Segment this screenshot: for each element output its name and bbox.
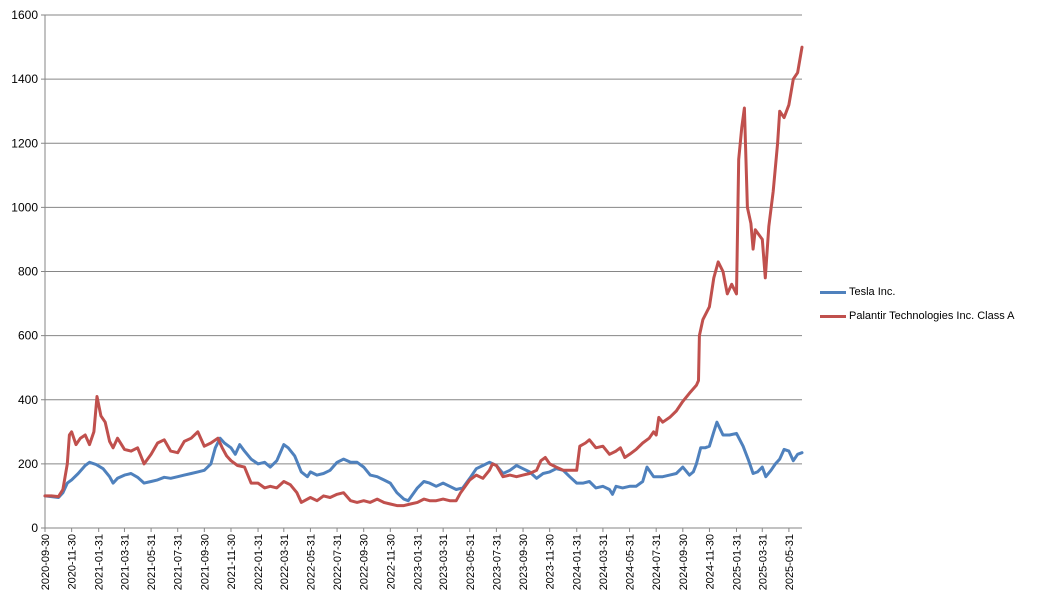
x-tick-label: 2021-09-30 [199, 534, 211, 590]
x-tick-label: 2024-07-31 [651, 534, 663, 590]
x-tick-label: 2022-03-31 [279, 534, 291, 590]
y-tick-label: 1200 [11, 136, 38, 150]
x-tick-label: 2021-05-31 [146, 534, 158, 590]
x-tick-label: 2023-07-31 [491, 534, 503, 590]
x-tick-label: 2024-01-31 [572, 534, 584, 590]
legend-label-tesla: Tesla Inc. [849, 286, 896, 298]
y-tick-label: 0 [31, 521, 38, 535]
y-tick-label: 1400 [11, 72, 38, 86]
x-tick-label: 2025-05-31 [784, 534, 796, 590]
y-tick-label: 1000 [11, 200, 38, 214]
y-axis-ticks: 0 200 400 600 800 1000 1200 1400 1600 [11, 8, 45, 535]
x-tick-label: 2023-09-30 [518, 534, 530, 590]
x-tick-label: 2024-11-30 [704, 534, 716, 589]
x-tick-label: 2023-05-31 [465, 534, 477, 590]
x-tick-label: 2025-01-31 [732, 534, 744, 590]
y-tick-label: 400 [18, 393, 38, 407]
x-tick-label: 2022-05-31 [305, 534, 317, 590]
legend-swatch-palantir [820, 314, 846, 318]
x-tick-label: 2024-03-31 [598, 534, 610, 590]
legend-item-tesla: Tesla Inc. [820, 284, 1015, 300]
x-tick-label: 2023-01-31 [412, 534, 424, 590]
legend-item-palantir: Palantir Technologies Inc. Class A [820, 308, 1015, 324]
x-tick-label: 2023-11-30 [545, 534, 557, 589]
series-line-1 [43, 45, 804, 508]
x-tick-label: 2024-05-31 [625, 534, 637, 590]
x-tick-label: 2022-01-31 [253, 534, 265, 590]
x-axis-ticks: 2020-09-30 2020-11-30 2021-01-31 2021-03-31… [40, 528, 796, 590]
gridlines [45, 14, 802, 465]
x-tick-label: 2024-09-30 [678, 534, 690, 590]
x-tick-label: 2021-01-31 [94, 534, 106, 590]
y-tick-label: 800 [18, 265, 38, 279]
x-tick-label: 2021-11-30 [226, 534, 238, 589]
x-tick-label: 2021-07-31 [173, 534, 185, 590]
y-tick-label: 600 [18, 329, 38, 343]
x-tick-label: 2020-11-30 [67, 534, 79, 589]
y-tick-label: 1600 [11, 8, 38, 22]
legend-label-palantir: Palantir Technologies Inc. Class A [849, 310, 1015, 322]
axes [44, 15, 802, 529]
x-tick-label: 2020-09-30 [40, 534, 52, 590]
x-tick-label: 2023-03-31 [438, 534, 450, 590]
x-tick-label: 2022-09-30 [359, 534, 371, 590]
x-tick-label: 2022-07-31 [332, 534, 344, 590]
x-tick-label: 2025-03-31 [757, 534, 769, 590]
series-lines [43, 45, 804, 508]
x-tick-label: 2022-11-30 [385, 534, 397, 589]
legend: Tesla Inc. Palantir Technologies Inc. Cl… [820, 284, 1015, 332]
x-tick-label: 2021-03-31 [119, 534, 131, 590]
y-tick-label: 200 [18, 457, 38, 471]
legend-swatch-tesla [820, 290, 846, 294]
series-line-0 [43, 420, 804, 503]
